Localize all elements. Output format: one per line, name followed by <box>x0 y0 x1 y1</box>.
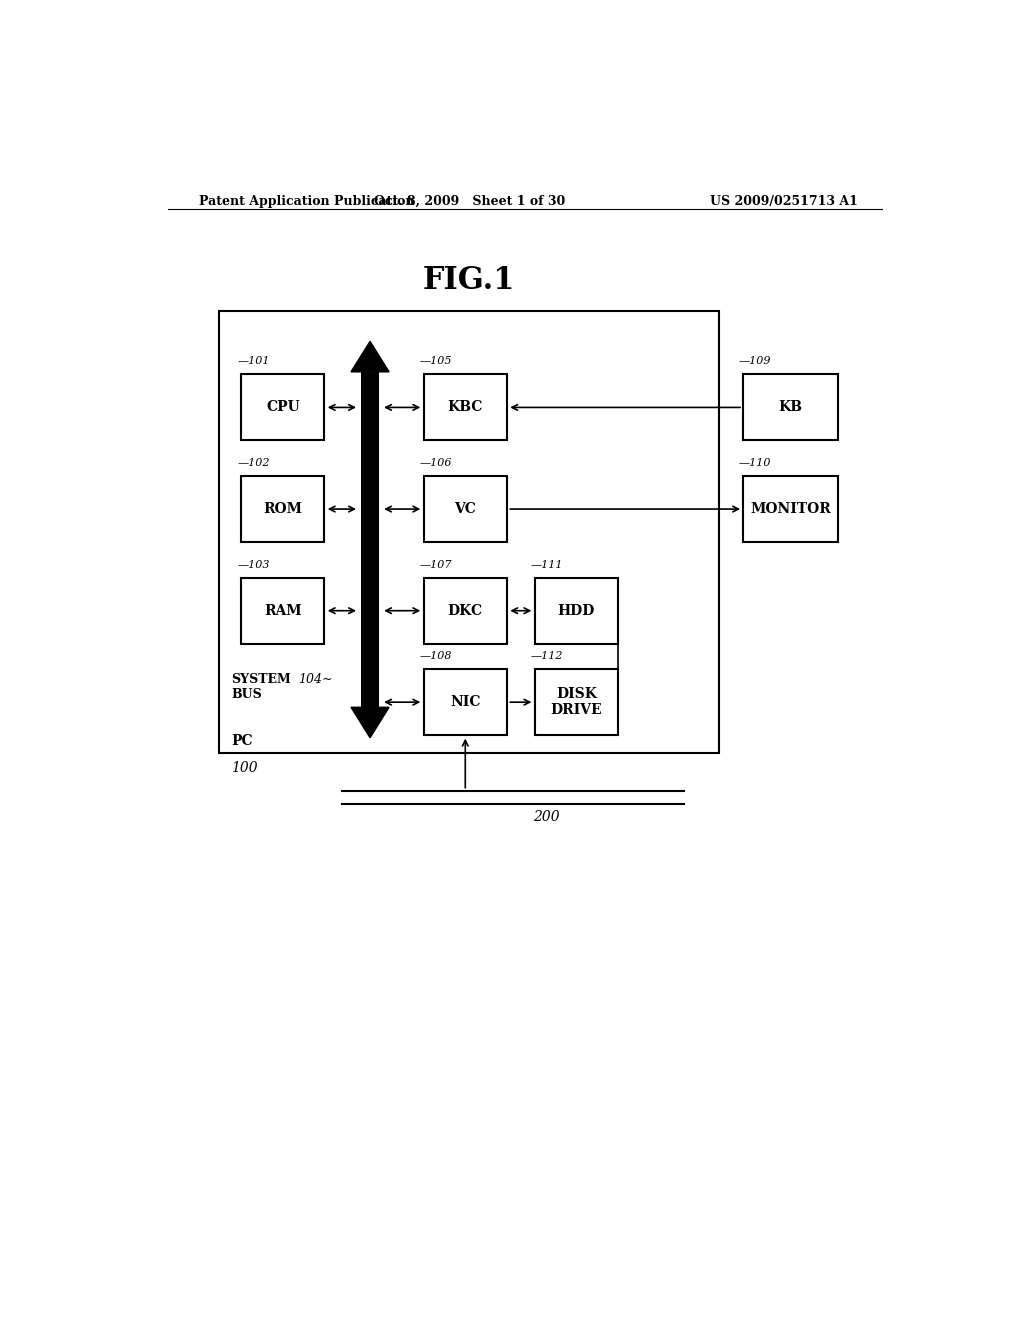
Text: CPU: CPU <box>266 400 300 414</box>
Text: Oct. 8, 2009   Sheet 1 of 30: Oct. 8, 2009 Sheet 1 of 30 <box>374 194 565 207</box>
Text: Patent Application Publication: Patent Application Publication <box>200 194 415 207</box>
Bar <box>241 375 325 441</box>
Bar <box>743 477 839 543</box>
Text: FIG.1: FIG.1 <box>423 265 515 296</box>
Bar <box>424 375 507 441</box>
Text: KBC: KBC <box>447 400 483 414</box>
Text: ROM: ROM <box>263 502 302 516</box>
Text: DKC: DKC <box>447 603 483 618</box>
Text: —101: —101 <box>238 356 269 366</box>
Text: —103: —103 <box>238 560 269 569</box>
Text: —112: —112 <box>530 651 563 661</box>
Text: MONITOR: MONITOR <box>751 502 831 516</box>
Text: —111: —111 <box>530 560 563 569</box>
Bar <box>361 372 379 708</box>
Text: —107: —107 <box>420 560 453 569</box>
Text: —105: —105 <box>420 356 453 366</box>
Text: —108: —108 <box>420 651 453 661</box>
FancyArrow shape <box>351 342 389 372</box>
Text: KB: KB <box>778 400 803 414</box>
FancyArrow shape <box>351 708 389 738</box>
Bar <box>241 477 325 543</box>
Text: RAM: RAM <box>264 603 301 618</box>
Bar <box>424 669 507 735</box>
Text: VC: VC <box>455 502 476 516</box>
Text: SYSTEM
BUS: SYSTEM BUS <box>231 673 291 701</box>
Text: NIC: NIC <box>450 696 480 709</box>
Text: 200: 200 <box>532 810 559 824</box>
Text: —106: —106 <box>420 458 453 467</box>
Bar <box>219 312 719 752</box>
Text: —102: —102 <box>238 458 269 467</box>
Text: HDD: HDD <box>558 603 595 618</box>
Text: 100: 100 <box>231 762 258 775</box>
Text: US 2009/0251713 A1: US 2009/0251713 A1 <box>711 194 858 207</box>
Bar <box>535 669 618 735</box>
Bar <box>743 375 839 441</box>
Bar <box>424 578 507 644</box>
Bar <box>241 578 325 644</box>
Text: —110: —110 <box>739 458 771 467</box>
Bar <box>424 477 507 543</box>
Text: 104∼: 104∼ <box>299 673 333 686</box>
Text: PC: PC <box>231 734 253 748</box>
Text: —109: —109 <box>739 356 771 366</box>
Text: DISK
DRIVE: DISK DRIVE <box>551 688 602 717</box>
Bar <box>535 578 618 644</box>
